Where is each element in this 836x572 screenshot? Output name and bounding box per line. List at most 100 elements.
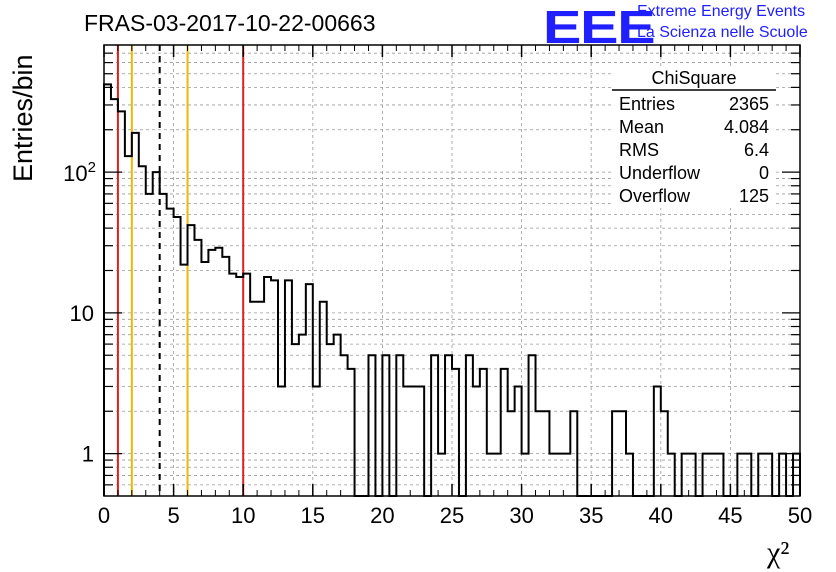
histogram-bin (536, 411, 543, 496)
histogram-bin (174, 217, 181, 496)
stats-label-entries: Entries (619, 94, 675, 114)
histogram-bin (501, 369, 508, 496)
axis-ticks: 0 5 10 15 20 25 30 35 40 45 50 1 10 102 (63, 45, 812, 528)
histogram-bin (264, 277, 271, 496)
histogram-bin (563, 454, 570, 496)
histogram-bin (215, 248, 222, 496)
histogram-bin (194, 240, 201, 496)
histogram-bin (306, 284, 313, 496)
histogram-bin (522, 454, 529, 496)
histogram-bin (229, 274, 236, 496)
histogram-bin (139, 166, 146, 496)
histogram-bin (661, 411, 668, 496)
histogram-bin (466, 355, 473, 496)
histogram-bin (396, 355, 403, 496)
histogram-bin (341, 355, 348, 496)
histogram-bin (348, 369, 355, 496)
histogram-bin (689, 454, 696, 496)
histogram-bin (508, 411, 515, 496)
histogram-bin (327, 344, 334, 496)
reference-lines (116, 45, 245, 496)
y-tick-label: 1 (82, 442, 94, 467)
histogram-bin (737, 454, 744, 496)
stats-title: ChiSquare (651, 68, 736, 88)
histogram-bin (473, 386, 480, 496)
histogram-bin (542, 411, 549, 496)
histogram-bin (758, 454, 765, 496)
histogram-bin (480, 369, 487, 496)
histogram-bin (153, 172, 160, 496)
x-tick-label: 15 (301, 503, 325, 528)
histogram-bin (515, 386, 522, 496)
histogram-bin (619, 411, 626, 496)
histogram-bin (278, 386, 285, 496)
x-tick-label: 50 (788, 503, 812, 528)
stats-value-mean: 4.084 (724, 117, 769, 137)
histogram-bin (403, 386, 410, 496)
histogram-bin (236, 277, 243, 496)
stats-label-rms: RMS (619, 140, 659, 160)
histogram-bin (292, 344, 299, 496)
histogram-bin (410, 386, 417, 496)
x-tick-label: 30 (509, 503, 533, 528)
x-tick-label: 40 (649, 503, 673, 528)
histogram-bin (654, 386, 661, 496)
grid-layer (104, 45, 800, 496)
histogram-bin (188, 225, 195, 496)
stats-value-underflow: 0 (759, 163, 769, 183)
stats-value-entries: 2365 (729, 94, 769, 114)
histogram-bin (529, 355, 536, 496)
stats-box: ChiSquare Entries 2365 Mean 4.084 RMS 6.… (612, 68, 776, 208)
histogram-bin (243, 274, 250, 496)
histogram-bin (549, 454, 556, 496)
run-title: FRAS-03-2017-10-22-00663 (84, 10, 376, 36)
histogram-bin (250, 302, 257, 496)
histogram-bin (682, 454, 689, 496)
histogram-bin (111, 99, 118, 496)
histogram-bin (257, 302, 264, 496)
x-tick-label: 10 (231, 503, 255, 528)
histogram-bin (313, 386, 320, 496)
histogram-bin (556, 454, 563, 496)
histogram-bin (104, 84, 111, 496)
histogram-bin (626, 454, 633, 496)
eee-tagline-1: Extreme Energy Events (637, 3, 806, 20)
x-tick-label: 20 (370, 503, 394, 528)
histogram-bin (744, 454, 751, 496)
x-tick-label: 45 (718, 503, 742, 528)
histogram-bin (570, 411, 577, 496)
histogram-bin (716, 454, 723, 496)
histogram-bin (125, 156, 132, 496)
histogram-bin (703, 454, 710, 496)
x-tick-label: 25 (440, 503, 464, 528)
histogram-bin (320, 302, 327, 496)
histogram-bin (167, 209, 174, 496)
histogram-bin (368, 355, 375, 496)
histogram-bin (146, 194, 153, 496)
histogram-bin (334, 335, 341, 496)
histogram-bin (668, 454, 675, 496)
histogram-bin (445, 355, 452, 496)
stats-value-overflow: 125 (739, 186, 769, 206)
histogram-bin (271, 280, 278, 496)
y-tick-label: 102 (63, 159, 96, 186)
stats-value-rms: 6.4 (744, 140, 769, 160)
histogram-bin (779, 454, 786, 496)
histogram-bin (438, 454, 445, 496)
histogram-bin (487, 454, 494, 496)
stats-label-mean: Mean (619, 117, 664, 137)
histogram-bin (382, 355, 389, 496)
histogram-bin (612, 411, 619, 496)
histogram-bin (452, 369, 459, 496)
stats-label-overflow: Overflow (619, 186, 691, 206)
histogram-bin (222, 257, 229, 496)
histogram-bin (431, 355, 438, 496)
histogram-bin (118, 111, 125, 496)
histogram-bin (132, 133, 139, 496)
x-tick-label: 0 (98, 503, 110, 528)
x-tick-label: 35 (579, 503, 603, 528)
y-tick-label: 10 (70, 301, 94, 326)
histogram-bin (710, 454, 717, 496)
